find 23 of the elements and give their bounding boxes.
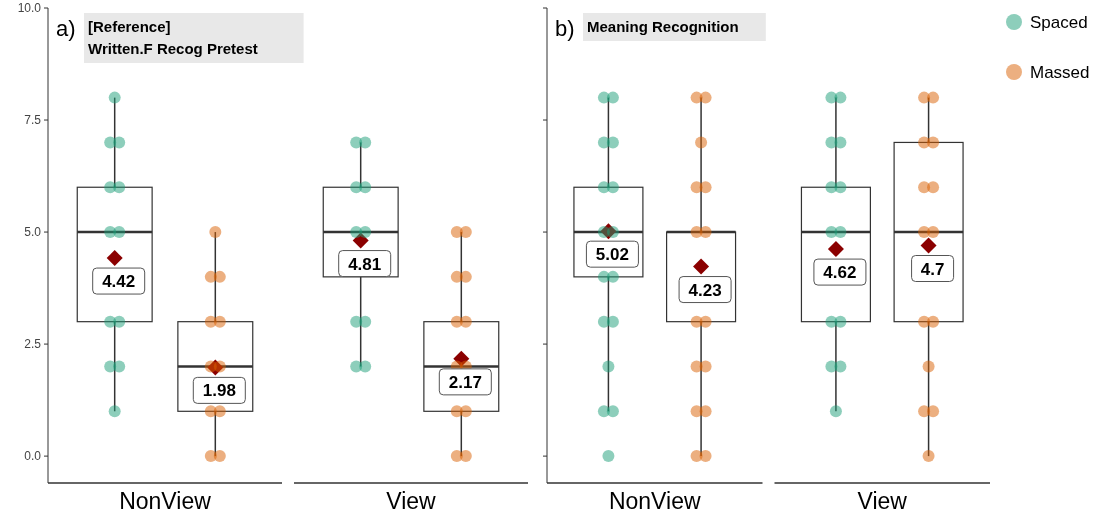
y-tick-label: 2.5 [24,337,42,352]
x-tick-label: View [857,488,908,514]
legend-label: Spaced [1030,12,1088,32]
y-tick-label: 10.0 [17,1,42,16]
text: 4.23 [688,280,722,300]
x-tick-label: NonView [119,488,212,514]
annotation: a) [56,16,76,41]
annotation: b) [555,16,575,41]
text: 4.42 [102,272,136,292]
y-tick-label: 5.0 [24,225,42,240]
legend-label: Massed [1030,62,1090,82]
y-tick-label: 7.5 [24,113,42,128]
text: 4.62 [823,263,857,283]
text: 5.02 [595,245,629,265]
x-tick-label: View [386,488,437,514]
y-tick-label: 0.0 [24,449,42,464]
text: 4.81 [348,254,382,274]
text: 4.7 [920,259,945,279]
text: [Reference] Written.F Recog Pretest [88,18,258,57]
text: Meaning Recognition [587,18,739,35]
text: 1.98 [202,381,236,401]
x-tick-label: NonView [608,488,701,514]
text: 2.17 [448,372,482,392]
